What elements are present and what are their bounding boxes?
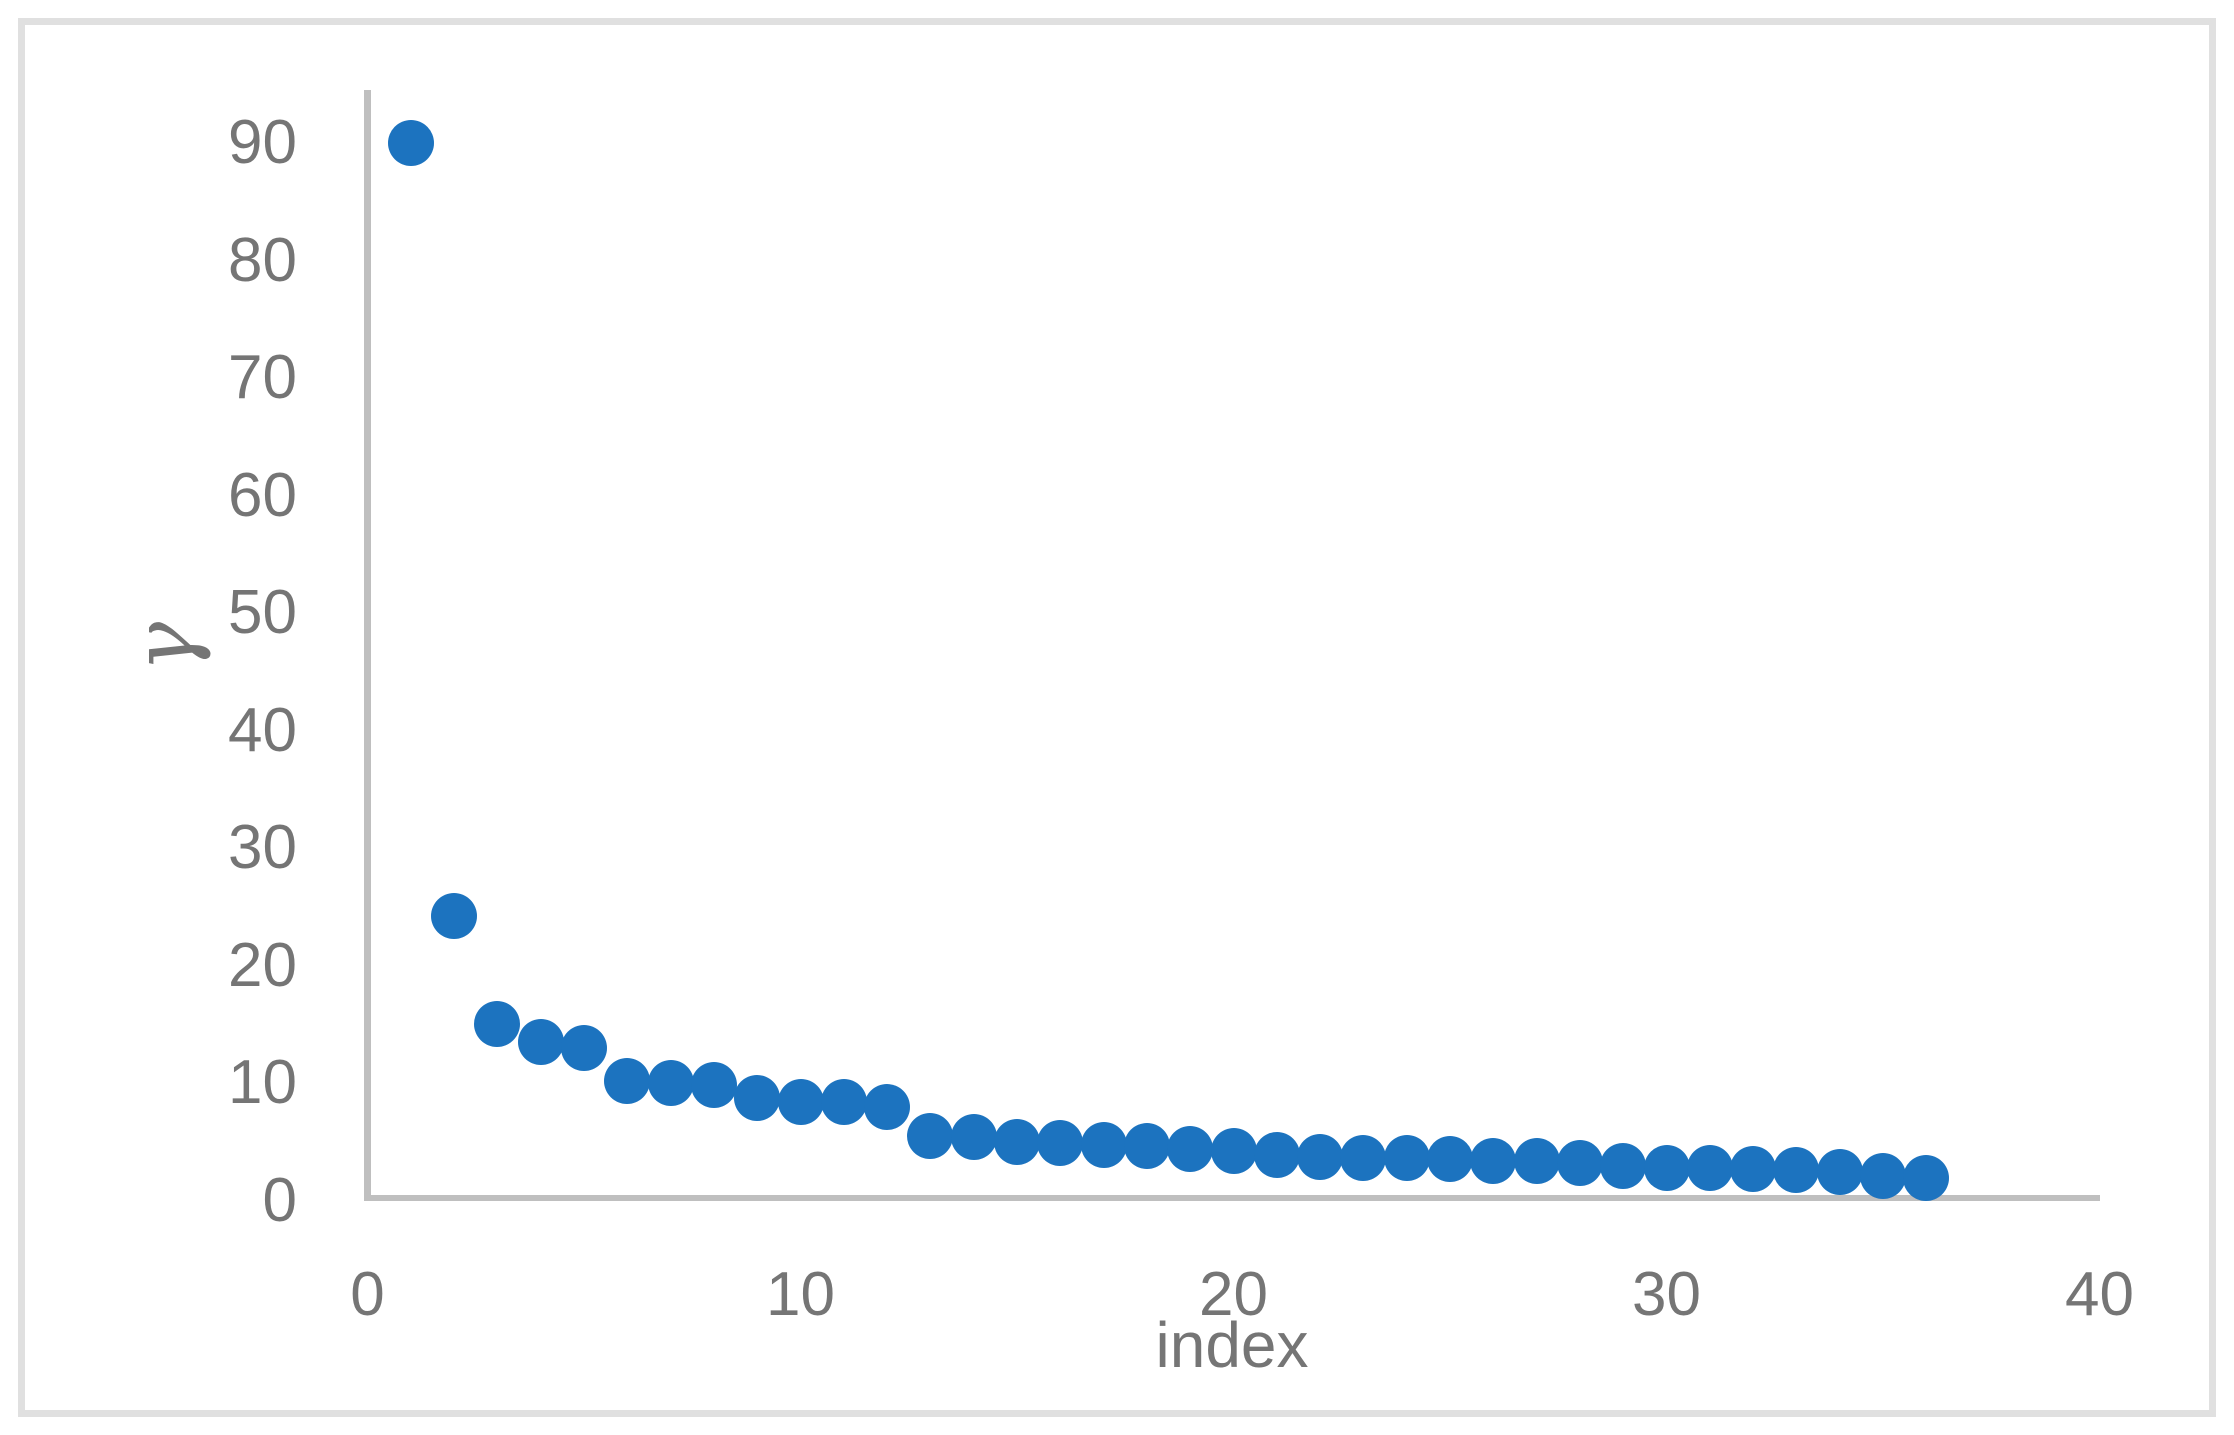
x-tick-label-10: 10 (766, 1260, 835, 1329)
data-point (474, 1001, 521, 1048)
data-point (864, 1083, 911, 1130)
data-point (387, 120, 434, 166)
data-point (561, 1024, 607, 1071)
y-tick-label-40: 40 (228, 695, 297, 765)
x-tick-label-20: 20 (1199, 1260, 1268, 1329)
y-tick-label-50: 50 (228, 578, 297, 647)
y-tick-label-90: 90 (228, 108, 297, 177)
data-point (1600, 1143, 1647, 1190)
x-tick-label-30: 30 (1632, 1260, 1701, 1329)
data-point (604, 1057, 651, 1104)
data-point (1686, 1144, 1733, 1191)
data-point (1340, 1135, 1387, 1182)
y-tick-label-10: 10 (228, 1048, 297, 1117)
data-point (690, 1062, 737, 1109)
y-tick-label-80: 80 (228, 225, 297, 295)
y-tick-label-60: 60 (228, 460, 297, 530)
data-point (1427, 1136, 1473, 1183)
data-point (1556, 1139, 1603, 1186)
data-point (1383, 1135, 1430, 1182)
data-point (1167, 1125, 1214, 1172)
data-point (1297, 1134, 1344, 1181)
chart-frame (18, 18, 2216, 1417)
y-axis-title-gamma: γ (115, 621, 213, 673)
x-tick-label-0: 0 (350, 1260, 385, 1329)
data-point (431, 893, 478, 940)
data-point (1080, 1122, 1127, 1169)
data-point (820, 1078, 867, 1125)
data-point (1860, 1152, 1906, 1199)
data-point (1816, 1149, 1863, 1196)
data-point (1210, 1128, 1257, 1175)
x-axis-line (364, 1195, 2100, 1201)
data-point (994, 1118, 1040, 1165)
y-tick-label-30: 30 (228, 813, 297, 882)
data-point (1730, 1145, 1777, 1192)
data-point (907, 1112, 954, 1159)
data-point (777, 1078, 824, 1125)
data-point (517, 1018, 564, 1065)
data-point (1470, 1137, 1517, 1184)
data-point (734, 1075, 781, 1122)
data-point (1773, 1146, 1820, 1193)
y-tick-label-70: 70 (228, 343, 297, 412)
data-point (1643, 1144, 1690, 1191)
y-tick-label-0: 0 (262, 1165, 297, 1235)
data-point (1123, 1123, 1170, 1170)
data-point (1037, 1119, 1084, 1166)
y-axis-line (364, 90, 371, 1201)
y-tick-label-20: 20 (228, 930, 297, 1000)
data-point (1903, 1155, 1950, 1202)
data-point (1513, 1137, 1560, 1184)
data-point (647, 1060, 694, 1106)
x-tick-label-40: 40 (2065, 1260, 2134, 1329)
x-axis-title: index (1155, 1309, 1309, 1381)
data-point (950, 1114, 997, 1161)
data-point (1253, 1131, 1300, 1178)
